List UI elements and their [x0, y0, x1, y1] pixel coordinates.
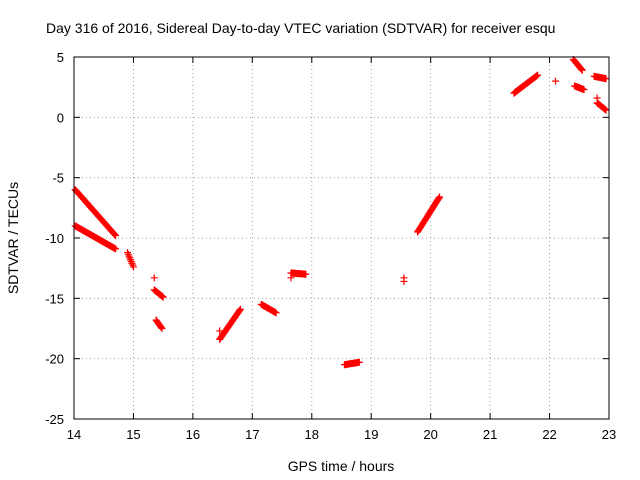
data-point	[400, 277, 408, 285]
data-point	[436, 193, 444, 201]
y-tick-label: -10	[45, 231, 64, 246]
data-points	[71, 55, 610, 369]
x-tick-label: 23	[602, 427, 616, 442]
grid	[74, 57, 609, 419]
data-point	[150, 274, 158, 282]
y-tick-label: -15	[45, 291, 64, 306]
data-point	[272, 309, 280, 317]
data-point	[302, 270, 310, 278]
data-point	[157, 323, 165, 331]
data-point	[129, 263, 137, 271]
x-tick-label: 14	[67, 427, 81, 442]
data-point	[159, 293, 167, 301]
data-point	[593, 94, 601, 102]
data-point	[110, 230, 118, 238]
data-point	[112, 232, 120, 240]
data-point	[355, 358, 363, 366]
data-point	[601, 105, 609, 113]
y-tick-label: -20	[45, 352, 64, 367]
data-point	[601, 105, 609, 113]
y-tick-label: -25	[45, 412, 64, 427]
data-point	[602, 106, 610, 114]
data-point	[236, 306, 244, 314]
x-tick-label: 18	[305, 427, 319, 442]
data-point	[236, 305, 244, 313]
axis-ticks: 14 15 16 17 18 19 20 21 22 23 5 0 -5 -10 -15 -20 -25	[45, 50, 616, 442]
x-tick-label: 20	[423, 427, 437, 442]
data-point	[435, 194, 443, 202]
data-point	[216, 327, 224, 335]
y-axis-label: SDTVAR / TECUs	[5, 182, 21, 294]
x-tick-label: 15	[126, 427, 140, 442]
data-point	[158, 325, 166, 332]
data-point	[552, 77, 559, 85]
x-axis-label: GPS time / hours	[288, 458, 395, 474]
data-point	[111, 231, 119, 239]
y-tick-label: 5	[57, 50, 64, 65]
data-point	[287, 274, 295, 282]
data-point	[580, 86, 588, 94]
data-point	[578, 65, 586, 73]
data-point	[534, 71, 542, 79]
data-point	[577, 65, 585, 73]
x-tick-label: 21	[483, 427, 497, 442]
x-tick-label: 16	[186, 427, 200, 442]
x-tick-label: 22	[542, 427, 556, 442]
x-tick-label: 17	[245, 427, 259, 442]
x-tick-label: 19	[364, 427, 378, 442]
y-tick-label: 0	[57, 110, 64, 125]
chart-title: Day 316 of 2016, Sidereal Day-to-day VTE…	[46, 20, 555, 36]
data-point	[578, 66, 586, 74]
y-tick-label: -5	[52, 171, 64, 186]
data-point	[602, 75, 610, 83]
data-point	[112, 245, 120, 253]
